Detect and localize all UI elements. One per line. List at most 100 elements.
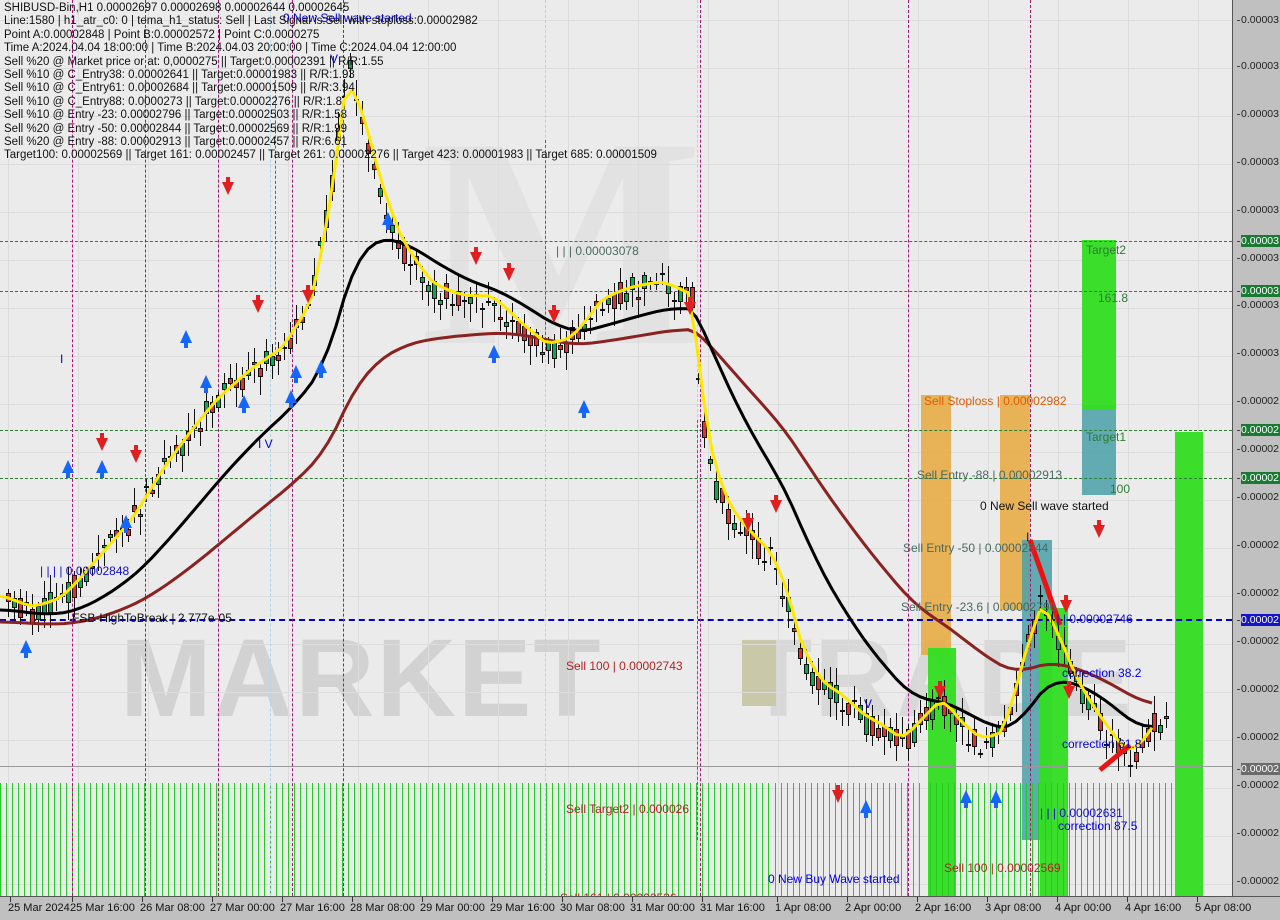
histogram-bar bbox=[1032, 783, 1033, 896]
histogram-bar bbox=[720, 783, 721, 896]
histogram-bar bbox=[756, 783, 757, 896]
histogram-bar bbox=[750, 783, 751, 896]
candle-wick bbox=[224, 373, 225, 409]
histogram-bar bbox=[817, 783, 818, 896]
candle-body bbox=[390, 225, 395, 234]
sell-signal-arrow bbox=[130, 445, 142, 463]
price-axis[interactable]: 0.00003 0.00003 0.00003 0.00003 0.00003 0.000… bbox=[1232, 0, 1280, 896]
candle-body bbox=[504, 322, 509, 327]
candle-body bbox=[918, 713, 923, 726]
stoploss-zone-1 bbox=[921, 395, 951, 655]
candle-body bbox=[186, 431, 191, 442]
histogram-bar bbox=[781, 783, 782, 896]
candle-body bbox=[678, 286, 683, 303]
candle-body bbox=[894, 728, 899, 746]
chart-plot-area[interactable]: M MARKET TRADE bbox=[0, 0, 1232, 896]
price-tick-18: 0.00002 bbox=[1237, 635, 1280, 647]
histogram-bar bbox=[865, 783, 866, 896]
candle-body bbox=[420, 277, 425, 283]
candle-body bbox=[348, 60, 353, 69]
candle-body bbox=[60, 592, 65, 598]
marker-line-red bbox=[697, 420, 698, 840]
candle-body bbox=[540, 352, 545, 355]
candle-body bbox=[888, 726, 893, 741]
candle-wick bbox=[416, 249, 417, 281]
candle-body bbox=[762, 561, 767, 564]
annotation-wave-label-I-left: I bbox=[60, 352, 64, 366]
candle-wick bbox=[968, 725, 969, 753]
candle-body bbox=[912, 723, 917, 743]
candle-body bbox=[666, 284, 671, 294]
candle-wick bbox=[1166, 702, 1167, 729]
candle-body bbox=[750, 529, 755, 541]
histogram-bar bbox=[360, 783, 361, 896]
candle-body bbox=[954, 714, 959, 726]
candle-body bbox=[6, 593, 11, 603]
histogram-bar bbox=[930, 783, 931, 896]
candle-body bbox=[780, 595, 785, 599]
candle-body bbox=[846, 703, 851, 716]
histogram-bar bbox=[942, 783, 943, 896]
time-axis[interactable]: 25 Mar 2024 25 Mar 16:00 26 Mar 08:00 27 Ma… bbox=[0, 896, 1280, 920]
candle-body bbox=[726, 508, 731, 525]
candle-body bbox=[96, 552, 101, 556]
histogram-bar bbox=[312, 783, 313, 896]
histogram-bar bbox=[0, 783, 1, 896]
candle-body bbox=[1002, 720, 1007, 732]
buy-signal-arrow bbox=[20, 640, 32, 658]
candle-body bbox=[696, 377, 701, 380]
price-tick-20: 0.00002 bbox=[1237, 731, 1280, 743]
histogram-bar bbox=[1129, 783, 1130, 896]
candle-body bbox=[1092, 702, 1097, 708]
histogram-bar bbox=[799, 783, 800, 896]
histogram-bar bbox=[907, 783, 908, 896]
time-tick-15: 4 Apr 00:00 bbox=[1055, 902, 1112, 914]
histogram-bar bbox=[708, 783, 709, 896]
candle-body bbox=[1158, 725, 1163, 733]
histogram-bar bbox=[66, 783, 67, 896]
histogram-bar bbox=[42, 783, 43, 896]
candle-body bbox=[774, 567, 779, 570]
histogram-bar bbox=[150, 783, 151, 896]
candle-body bbox=[264, 351, 269, 364]
candle-body bbox=[132, 504, 137, 513]
histogram-bar bbox=[444, 783, 445, 896]
candle-body bbox=[552, 340, 557, 360]
annotation-fib-161-8: 161.8 bbox=[1098, 291, 1129, 305]
sell-signal-arrow bbox=[302, 285, 314, 303]
annotation-new-sell-wave-top: 0 New Sell wave started bbox=[283, 11, 412, 25]
candle-body bbox=[978, 753, 983, 756]
marker-line-red bbox=[545, 140, 546, 350]
candle-body bbox=[1128, 765, 1133, 768]
gridline-h bbox=[0, 68, 1232, 69]
histogram-bar bbox=[396, 783, 397, 896]
price-tick-5: 0.00003 bbox=[1237, 235, 1280, 247]
candle-wick bbox=[602, 298, 603, 317]
histogram-bar bbox=[793, 783, 794, 896]
target-zone-3 bbox=[1082, 240, 1116, 410]
histogram-bar bbox=[378, 783, 379, 896]
annotation-wave-label-V-lower: V bbox=[864, 697, 873, 711]
histogram-bar bbox=[871, 783, 872, 896]
candle-wick bbox=[1094, 683, 1095, 713]
histogram-bar bbox=[690, 783, 691, 896]
candle-body bbox=[288, 338, 293, 350]
candle-body bbox=[792, 628, 797, 633]
candle-body bbox=[30, 608, 35, 624]
histogram-bar bbox=[1014, 783, 1015, 896]
histogram-bar bbox=[618, 783, 619, 896]
candle-body bbox=[576, 329, 581, 340]
time-tick-mark bbox=[847, 897, 848, 902]
histogram-bar bbox=[1081, 783, 1082, 896]
buy-signal-arrow bbox=[578, 400, 590, 418]
price-tick-mark bbox=[1237, 20, 1241, 21]
candle-body bbox=[810, 672, 815, 686]
time-tick-mark bbox=[352, 897, 353, 902]
candle-wick bbox=[140, 508, 141, 535]
candle-wick bbox=[560, 327, 561, 358]
time-tick-mark bbox=[777, 897, 778, 902]
histogram-bar bbox=[300, 783, 301, 896]
histogram-bar bbox=[805, 783, 806, 896]
candle-body bbox=[948, 708, 953, 714]
